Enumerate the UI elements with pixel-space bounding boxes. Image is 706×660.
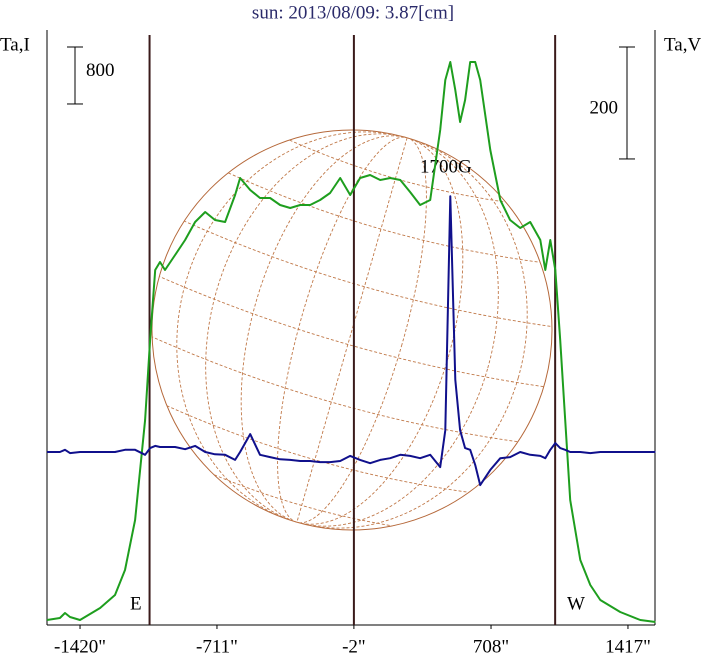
x-tick-label: -2": [342, 636, 366, 657]
series-line: [46, 61, 656, 623]
x-tick-label: 708": [473, 636, 509, 657]
series-line: [47, 195, 656, 487]
west-label: W: [567, 593, 585, 614]
east-label: E: [130, 593, 142, 614]
y-axis-label: Ta,I: [0, 34, 30, 55]
solar-globe: [141, 127, 563, 534]
scale-bar-label: 800: [86, 60, 115, 81]
x-tick-label: 1417": [605, 636, 651, 657]
x-tick-label: -1420": [54, 636, 106, 657]
y2-axis-label: Ta,V: [664, 34, 701, 55]
chart-title: sun: 2013/08/09: 3.87[cm]: [252, 2, 454, 23]
x-tick-label: -711": [196, 636, 238, 657]
scale-bar-label: 200: [590, 97, 619, 118]
field-label: 1700G: [420, 156, 472, 177]
